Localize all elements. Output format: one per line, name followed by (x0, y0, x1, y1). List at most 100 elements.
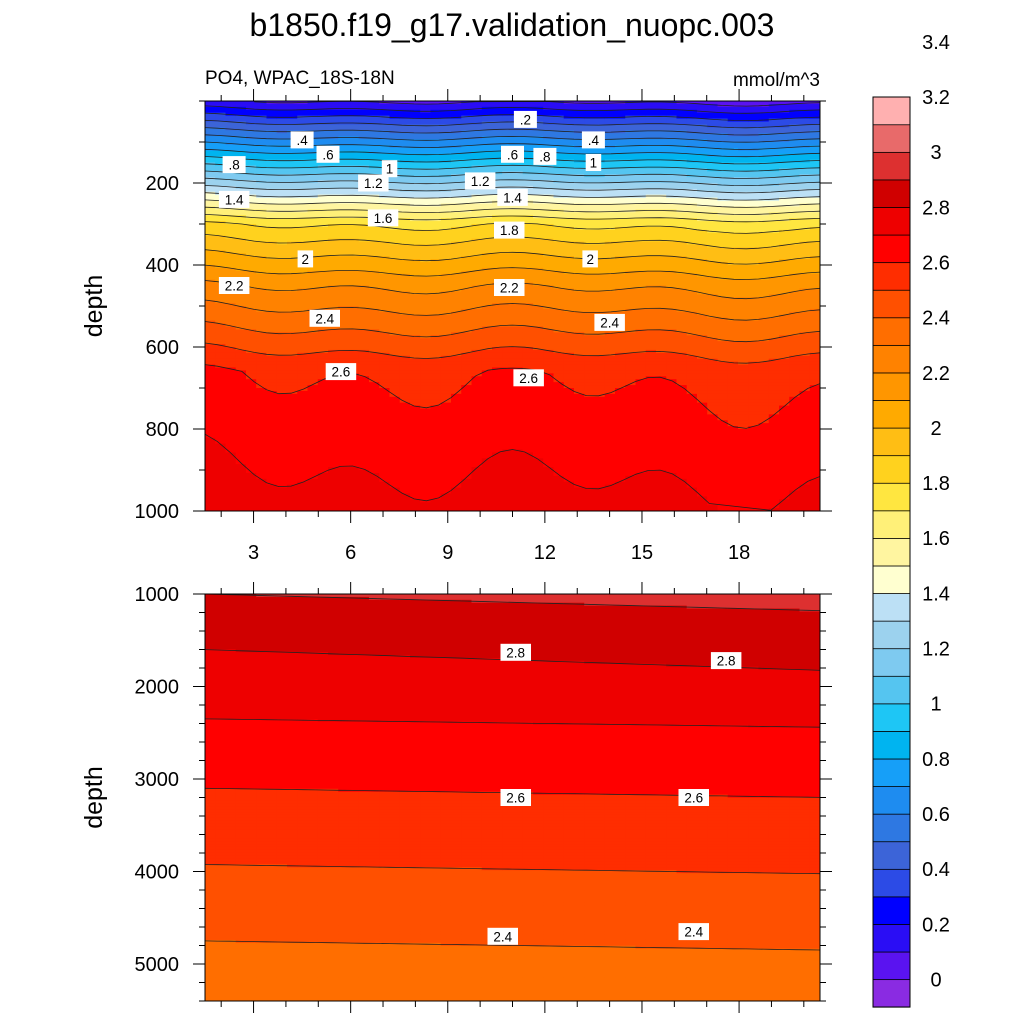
contour-fill-cell (266, 505, 278, 509)
contour-fill-cell (338, 446, 350, 451)
contour-fill-cell (399, 405, 411, 410)
contour-fill-cell (563, 118, 575, 123)
contour-fill-cell (481, 408, 493, 413)
contour-fill-cell (307, 332, 319, 336)
contour-fill-cell (266, 191, 278, 196)
contour-fill-cell (348, 191, 360, 196)
contour-fill-cell (328, 130, 339, 134)
contour-fill-cell (235, 361, 247, 366)
contour-fill-cell (420, 226, 432, 231)
contour-fill-cell (328, 335, 339, 339)
contour-fill-cell (451, 203, 462, 208)
contour-fill-cell (215, 388, 227, 392)
contour-fill-cell (348, 475, 360, 480)
contour-fill-cell (297, 121, 309, 126)
contour-fill-cell (215, 449, 227, 454)
contour-fill-cell (492, 405, 503, 410)
contour-fill-cell (522, 162, 534, 167)
contour-fill-cell (399, 197, 411, 202)
contour-fill-cell (338, 349, 350, 354)
contour-fill-cell (440, 440, 452, 445)
contour-fill-cell (328, 347, 339, 351)
contour-fill-cell (266, 376, 278, 380)
contour-fill-cell (215, 168, 227, 172)
contour-fill-cell (358, 279, 370, 284)
contour-fill-cell (338, 241, 350, 246)
contour-fill-cell (256, 379, 268, 383)
contour-fill-cell (225, 238, 237, 243)
contour-fill-cell (492, 147, 503, 152)
contour-fill-cell (338, 244, 350, 249)
contour-fill-cell (215, 414, 227, 418)
contour-fill-cell (512, 367, 524, 372)
contour-fill-cell (512, 452, 524, 456)
contour-fill-cell (471, 273, 483, 278)
contour-fill-cell (307, 156, 319, 161)
contour-fill-cell (471, 294, 483, 298)
contour-fill-cell (379, 320, 391, 325)
contour-fill-cell (533, 241, 544, 246)
contour-fill-cell (543, 490, 555, 495)
contour-fill-cell (235, 484, 247, 489)
contour-fill-cell (338, 402, 350, 407)
contour-fill-cell (471, 458, 483, 462)
contour-fill-cell (563, 373, 575, 377)
contour-fill-cell (471, 130, 483, 134)
contour-fill-cell (451, 294, 462, 298)
contour-fill-cell (471, 224, 483, 228)
contour-fill-cell (410, 165, 421, 169)
contour-fill-cell (481, 317, 493, 322)
contour-fill-cell (317, 499, 329, 503)
contour-fill-cell (266, 385, 278, 389)
contour-fill-cell (440, 197, 452, 202)
contour-fill-cell (235, 150, 247, 155)
contour-fill-cell (389, 329, 401, 333)
contour-fill-cell (348, 481, 360, 486)
contour-fill-cell (410, 194, 421, 199)
contour-fill-cell (481, 133, 493, 137)
contour-fill-cell (492, 300, 503, 304)
contour-fill-cell (420, 142, 432, 146)
contour-fill-cell (543, 311, 555, 316)
contour-fill-cell (430, 226, 442, 231)
contour-fill-cell (492, 347, 503, 351)
contour-fill-cell (553, 487, 565, 492)
contour-fill-cell (205, 329, 216, 333)
contour-fill-cell (297, 185, 309, 190)
contour-fill-cell (451, 423, 462, 427)
contour-fill-cell (543, 475, 555, 480)
contour-fill-cell (481, 156, 493, 161)
contour-fill-cell (399, 282, 411, 287)
contour-fill-cell (266, 402, 278, 407)
contour-fill-cell (522, 440, 534, 445)
contour-fill-cell (543, 396, 555, 401)
contour-fill-cell (451, 493, 462, 497)
contour-fill-cell (389, 443, 401, 448)
contour-fill-cell (430, 478, 442, 483)
contour-fill-cell (522, 203, 534, 208)
contour-fill-cell (215, 332, 227, 336)
contour-fill-cell (297, 188, 309, 193)
contour-fill-cell (379, 440, 391, 445)
contour-fill-cell (492, 320, 503, 325)
contour-fill-cell (481, 241, 493, 246)
contour-fill-cell (338, 385, 350, 389)
contour-fill-cell (348, 294, 360, 298)
contour-fill-cell (297, 200, 309, 205)
contour-fill-cell (399, 253, 411, 257)
contour-fill-cell (246, 423, 257, 427)
contour-fill-cell (389, 472, 401, 477)
contour-fill-cell (563, 352, 575, 357)
contour-fill-cell (553, 431, 565, 436)
contour-fill-cell (338, 168, 350, 172)
contour-fill-cell (225, 352, 237, 357)
contour-fill-cell (543, 338, 555, 342)
contour-fill-cell (522, 347, 534, 351)
contour-fill-cell (307, 429, 319, 433)
contour-fill-cell (379, 467, 391, 471)
contour-fill-cell (205, 344, 216, 348)
contour-fill-cell (317, 235, 329, 240)
contour-fill-cell (287, 308, 298, 313)
contour-fill-cell (215, 426, 227, 430)
contour-fill-cell (317, 440, 329, 445)
